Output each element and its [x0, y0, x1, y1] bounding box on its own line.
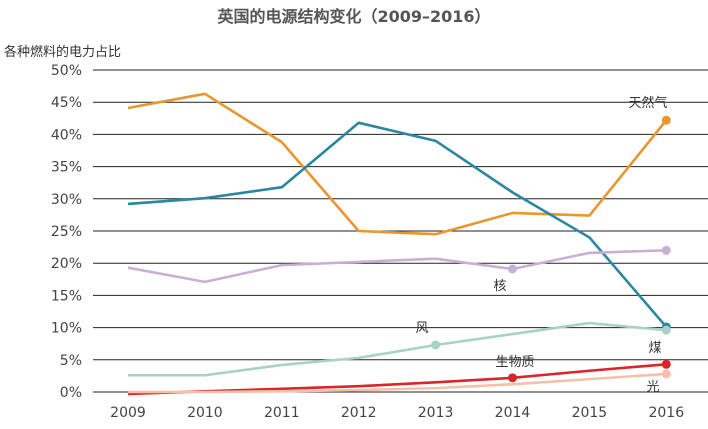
series-label: 煤	[648, 341, 661, 356]
chart-title: 英国的电源结构变化（2009–2016）	[216, 7, 490, 26]
data-point-marker	[431, 340, 441, 350]
data-point-marker	[661, 325, 671, 335]
x-tick-label: 2009	[110, 405, 146, 421]
y-tick-label: 40%	[51, 127, 82, 143]
y-tick-label: 5%	[60, 353, 82, 369]
x-tick-label: 2011	[264, 405, 300, 421]
x-tick-label: 2013	[418, 405, 454, 421]
data-point-marker	[508, 264, 517, 274]
x-tick-label: 2014	[495, 405, 531, 421]
y-tick-label: 15%	[51, 288, 82, 304]
y-tick-label: 10%	[51, 321, 82, 337]
series-line-0	[127, 92, 668, 236]
series-label: 光	[646, 380, 659, 395]
series-label: 核	[493, 279, 506, 294]
series-line-5	[128, 372, 667, 394]
data-point-marker	[661, 359, 671, 369]
y-tick-label: 50%	[51, 63, 82, 79]
data-point-marker	[508, 373, 517, 383]
y-tick-label: 30%	[51, 192, 82, 208]
x-tick-label: 2015	[572, 405, 608, 421]
y-tick-label: 35%	[51, 160, 82, 176]
data-point-marker	[661, 369, 671, 379]
x-tick-label: 2012	[341, 405, 377, 421]
series-label: 风	[415, 321, 428, 336]
series-line-3	[128, 321, 667, 377]
data-point-marker	[661, 245, 671, 255]
y-tick-label: 20%	[51, 256, 82, 272]
data-point-marker	[661, 115, 671, 125]
y-tick-label: 25%	[51, 224, 82, 240]
y-tick-label: 45%	[51, 95, 82, 111]
series-line-2	[127, 249, 667, 284]
x-tick-label: 2010	[187, 405, 223, 421]
series-label: 生物质	[495, 355, 534, 370]
y-axis-label: 各种燃料的电力占比	[4, 44, 121, 60]
series-line-1	[127, 121, 668, 328]
y-tick-label: 0%	[60, 385, 82, 401]
series-label: 天然气	[628, 95, 667, 111]
x-tick-label: 2016	[648, 405, 684, 421]
